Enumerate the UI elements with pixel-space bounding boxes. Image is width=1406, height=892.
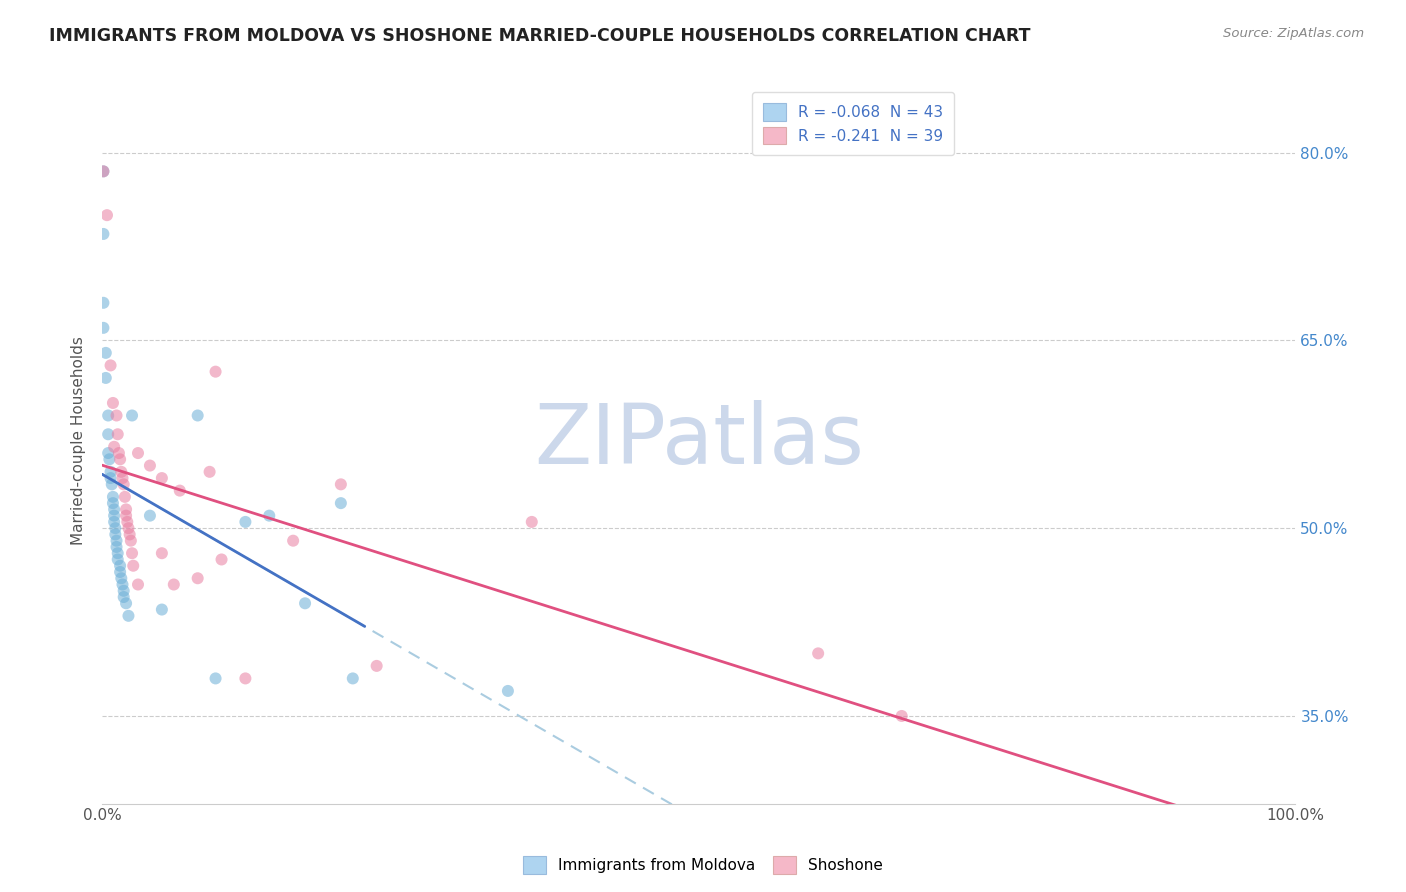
Point [127,446,149,460]
Point [204,365,226,379]
Point [103,515,125,529]
Point [105,409,128,423]
Point [100,465,122,479]
Point [187,571,209,585]
Point [100,471,122,485]
Point [110,465,132,479]
Point [204,672,226,686]
Point [121,409,143,423]
Point [104,521,127,535]
Point [105,540,128,554]
Point [235,672,257,686]
Point [94,346,117,360]
Point [103,440,125,454]
Point [101,396,124,410]
Point [108,565,131,579]
Point [110,571,132,585]
Point [101,496,124,510]
Y-axis label: Married-couple Households: Married-couple Households [72,336,86,545]
Point [108,558,131,573]
Point [100,477,122,491]
Point [120,533,142,548]
Point [169,483,191,498]
Point [103,502,125,516]
Point [127,577,149,591]
Text: ZIPatlas: ZIPatlas [534,400,863,481]
Point [93,321,115,335]
Point [97,446,120,460]
Point [890,709,912,723]
Point [115,508,138,523]
Point [112,583,135,598]
Legend: Immigrants from Moldova, Shoshone: Immigrants from Moldova, Shoshone [516,850,890,880]
Point [105,533,128,548]
Point [108,452,131,467]
Point [807,646,830,660]
Point [122,558,145,573]
Point [111,471,134,485]
Point [103,508,125,523]
Point [163,577,186,591]
Point [117,515,139,529]
Point [108,446,131,460]
Point [139,458,162,473]
Point [98,452,121,467]
Point [97,427,120,442]
Point [112,590,135,604]
Point [281,533,304,548]
Point [114,490,136,504]
Text: IMMIGRANTS FROM MOLDOVA VS SHOSHONE MARRIED-COUPLE HOUSEHOLDS CORRELATION CHART: IMMIGRANTS FROM MOLDOVA VS SHOSHONE MARR… [49,27,1031,45]
Point [96,208,118,222]
Point [259,508,281,523]
Legend: R = -0.068  N = 43, R = -0.241  N = 39: R = -0.068 N = 43, R = -0.241 N = 39 [752,93,953,155]
Point [211,552,233,566]
Point [118,527,141,541]
Point [187,409,209,423]
Point [150,546,173,560]
Point [329,477,352,491]
Point [100,359,122,373]
Point [93,295,115,310]
Point [94,371,117,385]
Point [112,477,135,491]
Point [117,608,139,623]
Point [520,515,543,529]
Point [93,164,115,178]
Point [150,602,173,616]
Point [107,546,129,560]
Point [150,471,173,485]
Point [121,546,143,560]
Point [93,164,115,178]
Point [366,659,388,673]
Point [235,515,257,529]
Point [294,596,316,610]
Point [93,227,115,241]
Point [117,521,139,535]
Point [115,596,138,610]
Point [107,427,129,442]
Point [101,490,124,504]
Point [111,577,134,591]
Point [97,409,120,423]
Text: Source: ZipAtlas.com: Source: ZipAtlas.com [1223,27,1364,40]
Point [342,672,364,686]
Point [329,496,352,510]
Point [198,465,221,479]
Point [107,552,129,566]
Point [115,502,138,516]
Point [104,527,127,541]
Point [496,684,519,698]
Point [139,508,162,523]
